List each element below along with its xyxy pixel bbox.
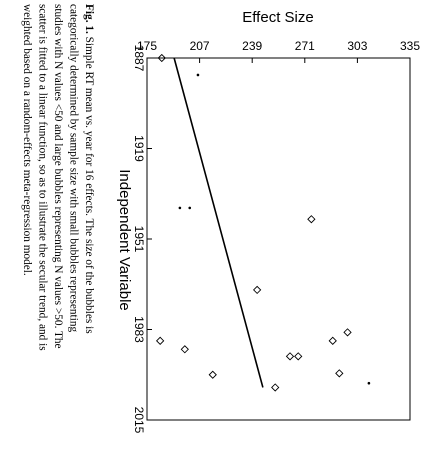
caption-text: studies with N values <50 and large bubb… [52,4,64,349]
y-tick-label: 335 [400,39,420,53]
x-tick-label: 1983 [132,316,146,343]
x-tick-label: 1919 [132,135,146,162]
caption-text: scatter is fitted to a linear function, … [37,4,49,351]
plot-frame [146,57,411,421]
caption-line: weighted based on a random-effects meta-… [21,4,33,276]
x-axis-label: Independent Variable [116,169,133,311]
caption-line: scatter is fitted to a linear function, … [37,4,49,351]
data-point [156,336,165,345]
y-tick-label: 303 [347,39,367,53]
caption-text: weighted based on a random-effects meta-… [21,4,33,276]
data-point [252,285,262,295]
data-point [196,73,200,77]
data-point [157,53,166,63]
y-tick-label: 207 [190,39,210,53]
caption-text: categorically determined by sample size … [68,4,80,332]
data-point [335,369,344,378]
fit-line [173,57,264,388]
data-point [271,383,280,392]
x-tick-label: 1887 [132,45,146,72]
caption-line: categorically determined by sample size … [68,4,80,332]
data-point [208,370,217,379]
data-point [188,206,192,210]
caption-line: Fig. 1. Simple RT mean vs. year for 16 e… [83,4,95,334]
data-point [367,381,371,385]
data-point [285,352,295,361]
caption-label: Fig. 1. [83,4,95,34]
x-tick-label: 2015 [132,407,146,434]
y-tick-label: 271 [295,39,315,53]
data-point [343,328,352,337]
caption-text: Simple RT mean vs. year for 16 effects. … [83,37,95,334]
data-point [328,336,337,345]
data-point [178,206,182,210]
caption-line: studies with N values <50 and large bubb… [52,4,64,349]
data-point [180,345,189,354]
y-tick-label: 175 [137,39,157,53]
x-tick-label: 1951 [132,226,146,253]
data-point [294,352,303,361]
y-tick-label: 239 [242,39,262,53]
y-axis-label: Effect Size [242,9,313,26]
data-point [307,215,316,224]
